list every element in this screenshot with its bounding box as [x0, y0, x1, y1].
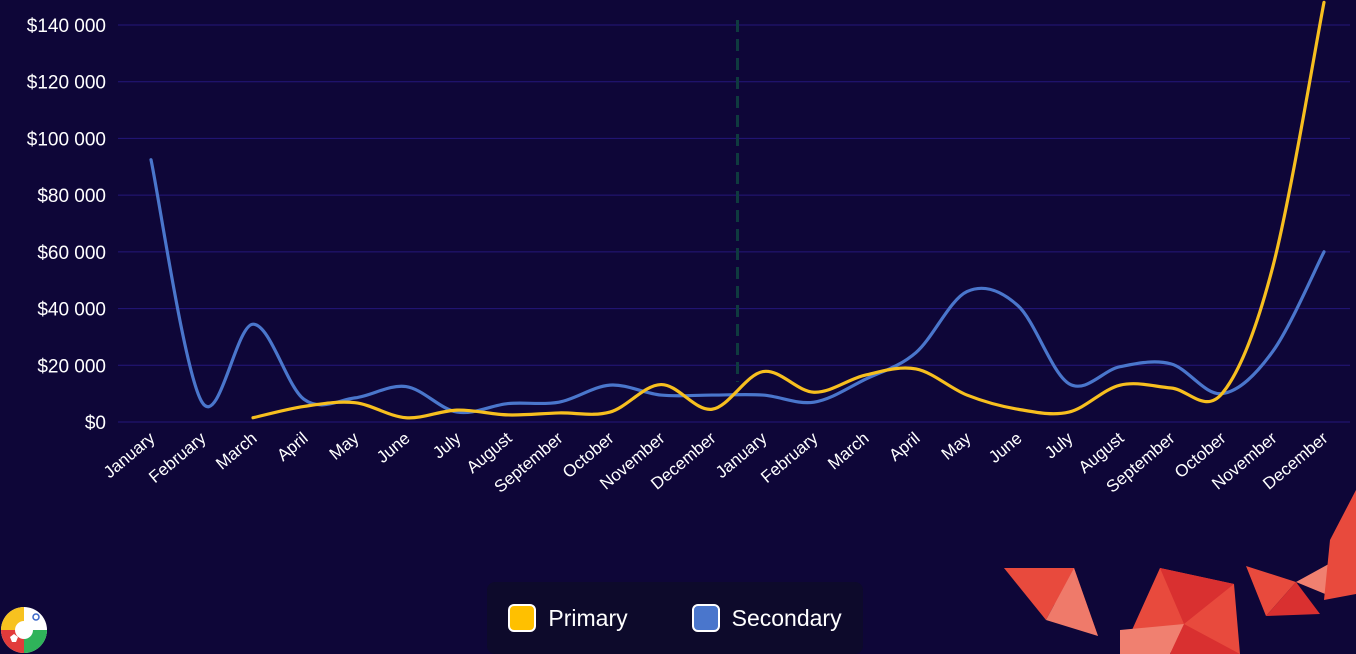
y-tick-label: $60 000	[37, 243, 106, 264]
x-tick-label: February	[145, 428, 210, 487]
legend-swatch-primary	[508, 604, 537, 632]
x-tick-label: May	[938, 428, 975, 464]
x-tick-label: June	[985, 429, 1025, 467]
y-tick-label: $20 000	[37, 356, 106, 377]
y-tick-label: $120 000	[27, 73, 106, 94]
series-lines	[149, 0, 1326, 420]
legend-label-secondary: Secondary	[731, 604, 842, 631]
legend-swatch-secondary	[691, 604, 720, 632]
legend-item-secondary[interactable]: Secondary	[691, 604, 842, 632]
x-tick-label: February	[757, 428, 822, 487]
x-tick-label: April	[885, 429, 923, 465]
decorative-polygons	[1004, 490, 1356, 654]
legend: Primary Secondary	[487, 582, 863, 654]
chart: $0 $20 000 $40 000 $60 000 $80 000 $100 000 $1…	[27, 0, 1350, 497]
legend-item-primary[interactable]: Primary	[508, 604, 628, 632]
y-tick-label: $80 000	[37, 186, 106, 207]
series-line-secondary	[149, 158, 1326, 415]
y-tick-label: $100 000	[27, 129, 106, 150]
x-tick-label: March	[212, 429, 260, 474]
x-tick-label: June	[373, 429, 413, 467]
y-tick-label: $0	[85, 413, 106, 434]
brand-logo-icon[interactable]	[0, 604, 50, 654]
legend-label-primary: Primary	[548, 604, 628, 631]
x-tick-label: July	[429, 428, 465, 462]
y-tick-label: $40 000	[37, 300, 106, 321]
x-tick-label: March	[824, 429, 872, 474]
x-tick-label: July	[1041, 428, 1077, 462]
x-tick-label: April	[273, 429, 311, 465]
y-tick-label: $140 000	[27, 16, 106, 37]
x-tick-label: May	[326, 428, 363, 464]
series-line-primary	[251, 0, 1326, 420]
y-axis-ticks: $0 $20 000 $40 000 $60 000 $80 000 $100 000 $1…	[27, 16, 106, 434]
grid-lines	[118, 24, 1350, 423]
